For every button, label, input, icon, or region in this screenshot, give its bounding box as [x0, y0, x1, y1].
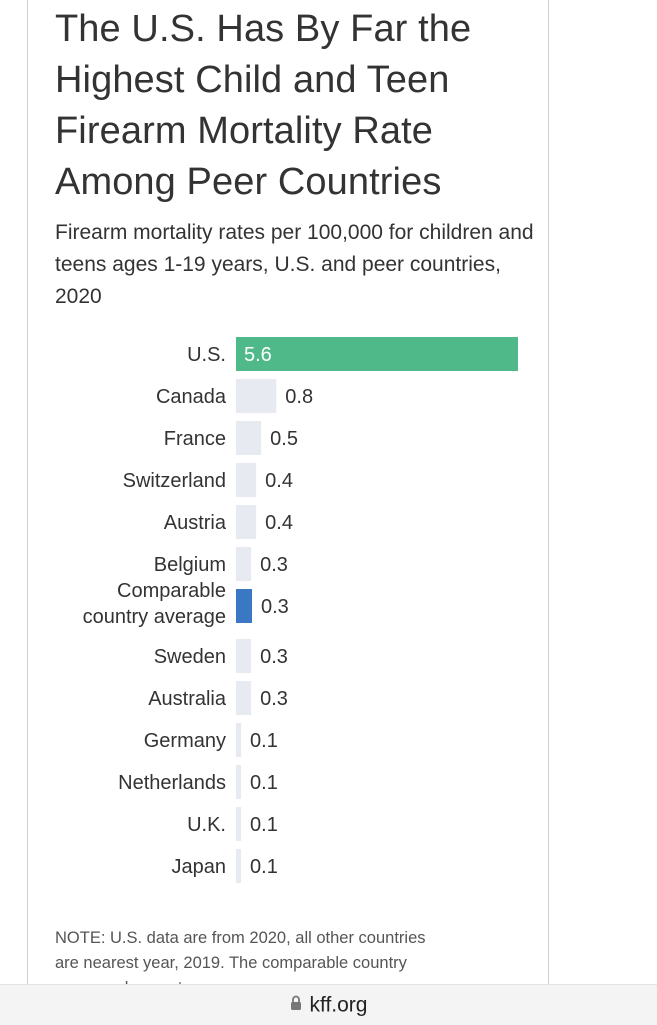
value-label-belgium: 0.3	[260, 554, 288, 576]
category-label-austria: Austria	[164, 512, 227, 534]
value-label-comparable-country-average: 0.3	[261, 596, 289, 618]
value-label-canada: 0.8	[285, 386, 313, 408]
bar-netherlands	[236, 765, 242, 799]
chart-title: The U.S. Has By Far the Highest Child an…	[55, 8, 472, 203]
bar-australia	[236, 681, 252, 715]
category-label-sweden: Sweden	[154, 646, 226, 668]
category-label-germany: Germany	[144, 730, 226, 752]
category-label-comparable-country-average-line1: Comparable	[117, 580, 226, 602]
value-label-germany: 0.1	[250, 730, 278, 752]
category-label-belgium: Belgium	[154, 554, 226, 576]
value-label-u-k: 0.1	[250, 814, 278, 836]
bar-sweden	[236, 639, 252, 673]
bar-chart: U.S. 5.6 Canada 0.8 France 0.5 Switzerland 0.4 A…	[83, 337, 518, 883]
chart-card	[27, 0, 549, 996]
chart-subtitle: Firearm mortality rates per 100,000 for …	[55, 221, 534, 308]
value-label-japan: 0.1	[250, 856, 278, 878]
value-label-u-s: 5.6	[244, 344, 272, 366]
category-label-u-s: U.S.	[187, 344, 226, 366]
bar-france	[236, 421, 262, 455]
category-label-netherlands: Netherlands	[118, 772, 226, 794]
value-label-france: 0.5	[270, 428, 298, 450]
lock-icon	[290, 993, 302, 1017]
bar-belgium	[236, 547, 252, 581]
bar-switzerland	[236, 463, 257, 497]
category-label-comparable-country-average-line2: country average	[83, 606, 226, 628]
category-label-canada: Canada	[156, 386, 227, 408]
site-domain[interactable]: kff.org	[309, 993, 368, 1017]
browser-address-bar[interactable]: kff.org	[0, 984, 657, 1025]
category-label-u-k: U.K.	[187, 814, 226, 836]
value-label-netherlands: 0.1	[250, 772, 278, 794]
bar-canada	[236, 379, 277, 413]
value-label-austria: 0.4	[265, 512, 293, 534]
bar-u-k	[236, 807, 242, 841]
category-label-switzerland: Switzerland	[123, 470, 226, 492]
value-label-switzerland: 0.4	[265, 470, 293, 492]
bar-germany	[236, 723, 242, 757]
bar-austria	[236, 505, 257, 539]
category-label-australia: Australia	[148, 688, 227, 710]
value-label-sweden: 0.3	[260, 646, 288, 668]
bar-comparable-country-average	[236, 589, 252, 623]
category-label-japan: Japan	[172, 856, 227, 878]
value-label-australia: 0.3	[260, 688, 288, 710]
bar-japan	[236, 849, 242, 883]
category-label-france: France	[164, 428, 226, 450]
bar-u-s	[236, 337, 518, 371]
